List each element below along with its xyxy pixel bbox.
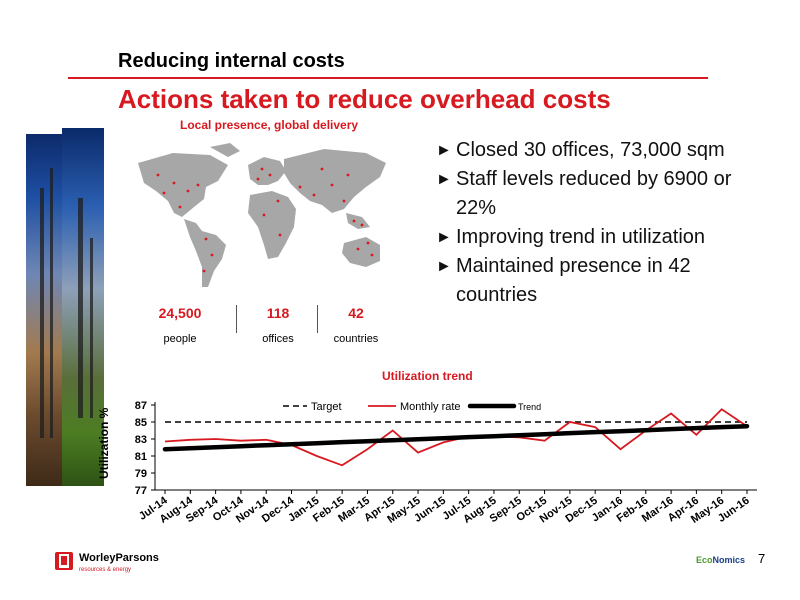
logo-name: WorleyParsons [79,552,159,564]
stat-people-value: 24,500 [158,305,202,321]
bullet-item: ► Maintained presence in 42 countries [436,252,776,310]
world-map [138,143,386,287]
map-subtitle: Local presence, global delivery [180,118,359,132]
economics-rest: Nomics [712,555,746,565]
stat-divider [317,305,318,333]
legend-label: Monthly rate [400,401,461,413]
industrial-photo [26,128,104,486]
bullet-item: ► Staff levels reduced by 6900 or 22% [436,165,776,223]
y-tick-label: 83 [135,434,147,446]
y-tick-label: 77 [135,485,147,497]
bullet-list: ► Closed 30 offices, 73,000 sqm ► Staff le… [436,136,776,310]
y-tick-label: 79 [135,468,147,480]
stat-people-label: people [163,333,197,345]
y-tick-label: 87 [135,400,147,412]
stat-countries: 42 countries [326,305,386,345]
page-number: 7 [758,551,766,566]
bullet-arrow-icon: ► [436,171,452,188]
stat-offices: 118 offices [248,305,308,345]
economics-eco: Eco [696,555,713,565]
stat-people: 24,500 people [150,305,210,345]
economics-logo: EcoNomics [696,555,745,565]
bullet-arrow-icon: ► [436,142,452,159]
bullet-arrow-icon: ► [436,258,452,275]
legend-label: Target [311,401,342,413]
chart-title: Utilization trend [382,369,473,383]
y-tick-label: 85 [135,417,147,429]
legend-label: Trend [518,402,541,412]
section-kicker: Reducing internal costs [118,50,345,72]
y-tick-label: 81 [135,451,147,463]
bullet-arrow-icon: ► [436,229,452,246]
logo-mark-icon [55,552,73,570]
company-logo: WorleyParsons resources & energy [55,552,165,582]
stat-divider [236,305,237,333]
bullet-item: ► Closed 30 offices, 73,000 sqm [436,136,776,165]
stat-offices-value: 118 [266,305,290,321]
header-divider [68,77,708,79]
stat-offices-label: offices [262,333,294,345]
logo-tagline: resources & energy [79,567,132,573]
stat-countries-label: countries [333,333,379,345]
bullet-item: ► Improving trend in utilization [436,223,776,252]
slide-title: Actions taken to reduce overhead costs [118,84,611,114]
stat-countries-value: 42 [348,305,364,321]
trend-line [162,423,750,452]
